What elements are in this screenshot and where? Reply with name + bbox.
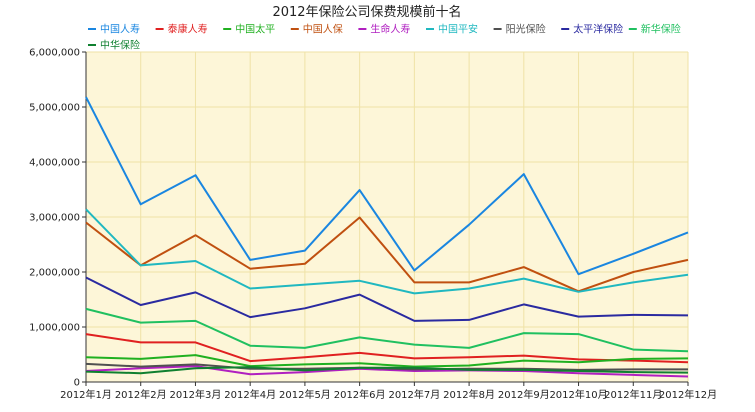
y-tick-label: 5,000,000: [29, 103, 80, 114]
x-tick-label: 2012年11月: [604, 388, 662, 401]
x-tick-label: 2012年1月: [60, 388, 112, 401]
legend-label: 中华保险: [100, 39, 140, 52]
y-tick-label: 3,000,000: [29, 213, 80, 224]
x-tick-label: 2012年5月: [279, 388, 331, 401]
legend-item[interactable]: 新华保险: [628, 23, 681, 36]
legend-label: 中国平安: [438, 23, 478, 36]
x-tick-label: 2012年8月: [443, 388, 495, 401]
x-tick-label: 2012年10月: [549, 388, 607, 401]
legend-label: 中国人寿: [100, 23, 140, 36]
x-tick-label: 2012年6月: [334, 388, 386, 401]
y-tick-label: 0: [74, 378, 80, 389]
legend: 中国人寿 泰康人寿 中国太平 中国人保 生命人寿 中国平安 阳光保险 太平洋保险 新华保险中华保…: [88, 23, 681, 52]
legend-item[interactable]: 中华保险: [88, 39, 140, 52]
x-tick-label: 2012年9月: [498, 388, 550, 401]
chart-title: 2012年保险公司保费规模前十名: [272, 4, 461, 20]
series-line-4: [85, 216, 689, 293]
x-tick-label: 2012年7月: [388, 388, 440, 401]
x-tick-label: 2012年3月: [170, 388, 222, 401]
series-line-5: [85, 365, 689, 378]
legend-item[interactable]: 太平洋保险: [561, 23, 623, 36]
legend-item[interactable]: 中国人保: [290, 23, 343, 36]
legend-item[interactable]: 泰康人寿: [155, 23, 208, 36]
legend-label: 中国人保: [303, 23, 343, 36]
series-line-3: [85, 354, 689, 368]
legend-label: 中国太平: [235, 23, 275, 36]
x-tick-label: 2012年4月: [224, 388, 276, 401]
legend-item[interactable]: 中国太平: [223, 23, 275, 36]
legend-item[interactable]: 生命人寿: [358, 23, 410, 36]
legend-label: 新华保险: [641, 23, 681, 36]
series-line-1: [85, 96, 689, 276]
legend-label: 太平洋保险: [573, 23, 623, 36]
series-line-10: [85, 366, 689, 375]
y-tick-label: 4,000,000: [29, 158, 80, 169]
series-line-8: [85, 276, 689, 322]
y-tick-label: 6,000,000: [29, 48, 80, 59]
y-axis-ticks: 0 1,000,000 2,000,000 3,000,000 4,000,000 5,0…: [29, 48, 86, 389]
series-line-6: [85, 208, 689, 295]
legend-item[interactable]: 阳光保险: [493, 23, 546, 36]
y-tick-label: 2,000,000: [29, 268, 80, 279]
x-axis-ticks: 2012年1月 2012年2月 2012年3月 2012年4月 2012年5月 2012年…: [60, 382, 717, 401]
legend-item[interactable]: 中国平安: [426, 23, 478, 36]
y-tick-label: 1,000,000: [29, 323, 80, 334]
legend-label: 阳光保险: [506, 23, 546, 36]
legend-item[interactable]: 中国人寿: [88, 23, 140, 36]
x-tick-label: 2012年12月: [659, 388, 717, 401]
x-tick-label: 2012年2月: [115, 388, 167, 401]
legend-label: 生命人寿: [370, 23, 410, 36]
legend-label: 泰康人寿: [168, 23, 208, 36]
grid: [86, 51, 689, 382]
series-lines: [85, 96, 689, 378]
series-line-2: [85, 333, 689, 364]
series-line-9: [85, 307, 689, 353]
